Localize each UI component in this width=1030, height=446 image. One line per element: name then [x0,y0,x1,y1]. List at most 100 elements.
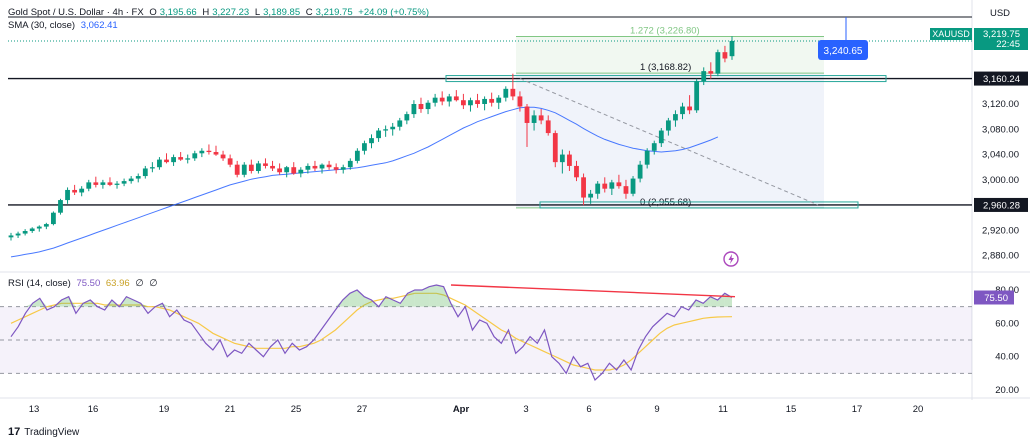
candle-body [369,138,374,144]
candle-body [305,165,311,170]
time-axis-tick: 16 [88,404,99,415]
candle-body [411,104,417,115]
candle-body [362,143,367,151]
brand-label: TradingView [24,426,80,438]
candle-body [468,100,473,106]
candle-body [687,106,692,111]
candle-body [390,126,396,130]
time-axis-tick: 11 [718,404,728,415]
time-axis-tick: 20 [913,404,924,415]
candle-body [100,182,106,185]
candle-body [722,52,728,59]
candle-body [86,182,92,189]
candle-body [291,167,297,174]
candle-body [29,228,35,232]
high-label: H [202,7,210,18]
candle-body [51,212,56,225]
candle-body [658,130,664,144]
rsi-axis-tick: 20.00 [995,385,1019,396]
candle-body [142,168,148,177]
price-legend: Gold Spot / U.S. Dollar · 4h · FX O 3,195… [8,7,432,19]
time-axis-tick: 15 [786,404,797,415]
time-axis-tick: 17 [852,404,863,415]
sma-legend[interactable]: SMA (30, close) 3,062.41 [8,20,121,32]
candle-body [149,167,155,169]
candle-body [708,71,714,74]
candle-body [715,52,721,74]
time-axis-tick: 19 [159,404,170,415]
candle-body [644,150,650,165]
low-value: 3,189.85 [263,7,301,18]
close-label: C [305,7,313,18]
rsi-line [10,284,733,382]
candle-body [206,150,212,153]
open-value: 3,195.66 [159,7,197,18]
tradingview-logo[interactable]: 17 TradingView [8,426,79,438]
rsi-axis-tick: 60.00 [995,318,1019,329]
rsi-overbought-fill [695,300,704,307]
candle-body [157,159,162,168]
symbol-tag-box [930,28,972,40]
candle-body [432,97,438,103]
price-axis-tick: 3,120.00 [982,99,1019,110]
rsi-value-text: 75.50 [984,293,1008,304]
rsi-overbought-fill [421,286,430,307]
candle-body [524,106,530,123]
candle-body [545,120,551,134]
candle-body [270,165,275,169]
candle-body [616,182,622,187]
rsi-overbought-fill [335,300,343,307]
candle-body [65,189,70,201]
rsi-legend[interactable]: RSI (14, close) 75.50 63.96 ∅ ∅ [8,278,161,290]
price-axis-tick: 3,000.00 [982,175,1019,186]
alert-icon-bolt [728,254,734,264]
low-label: L [254,7,261,18]
candle-body [552,133,558,163]
time-axis-tick: 6 [586,404,591,415]
candle-body [8,235,14,238]
level-zone-box [539,201,859,209]
candle-body [178,157,184,160]
candle-body [277,168,283,173]
rsi-legend-extra-2: ∅ [149,278,158,289]
candle-body [263,163,268,166]
candle-body [326,164,332,168]
candle-body [425,102,431,110]
symbol-tag-text: XAUUSD [932,29,970,39]
current-price-box [974,28,1028,50]
rsi-overbought-fill [385,296,394,307]
rsi-value-box [974,290,1014,305]
level-zone-box [445,75,887,83]
candle-body [312,165,318,169]
candle-body [376,130,381,139]
rsi-overbought-fill [83,300,91,307]
sma-legend-label: SMA (30, close) [8,20,76,31]
rsi-overbought-fill [104,300,112,307]
candle-body [234,164,240,175]
candle-body [694,81,700,111]
rsi-overbought-fill [414,290,422,307]
candle-body [241,164,247,175]
rsi-overbought-fill [349,290,358,307]
rsi-ma-line [10,292,733,371]
level-price-text: 2,960.28 [983,200,1020,211]
candle-body [418,104,424,110]
candle-body [517,96,523,107]
sma-line [10,106,719,258]
level-price-text: 3,160.24 [983,74,1020,85]
candle-body [574,165,579,178]
currency-label: USD [990,8,1010,19]
candle-body [43,224,49,227]
rsi-ma-legend-value: 63.96 [105,278,130,289]
candle-body [333,167,339,170]
fib-label: 1 (3,168.82) [640,62,691,73]
candle-body [185,158,191,160]
rsi-legend-extra-1: ∅ [135,278,144,289]
rsi-overbought-fill [393,300,401,307]
candle-body [15,233,21,236]
candle-body [192,153,198,159]
candle-body [510,88,516,97]
price-axis-tick: 2,880.00 [982,251,1019,262]
projection-label-box [818,40,868,60]
